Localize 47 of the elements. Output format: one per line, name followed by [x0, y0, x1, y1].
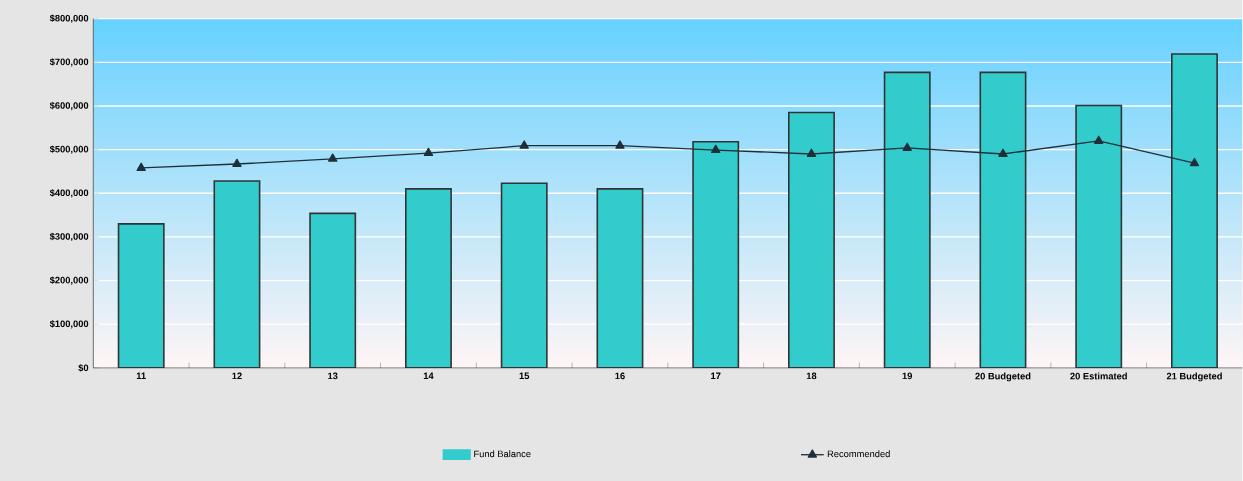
bar: [117, 222, 165, 368]
legend-label: Recommended: [827, 450, 890, 458]
point: [998, 148, 1008, 157]
y-tick-label: $600,000: [49, 101, 89, 111]
point: [423, 147, 434, 157]
bar: [692, 140, 740, 368]
point: [615, 140, 625, 149]
y-tick-label: $100,000: [49, 319, 89, 329]
bar: [1075, 104, 1123, 368]
y-tick-label: $400,000: [49, 189, 89, 198]
point: [136, 162, 146, 171]
y-tick-label: $800,000: [49, 14, 89, 23]
x-tick-label: 12: [232, 372, 242, 380]
point: [232, 158, 242, 167]
x-tick-label: 11: [136, 372, 146, 379]
y-tick-label: $300,000: [49, 232, 89, 242]
point: [902, 142, 912, 151]
x-tick-label: 16: [615, 372, 625, 380]
x-tick-label: 14: [423, 372, 434, 379]
x-tick-label: 20 Estimated: [1070, 372, 1127, 380]
x-tick-label: 13: [328, 372, 338, 380]
bar: [1171, 53, 1218, 368]
bar: [309, 212, 357, 368]
x-tick-label: 15: [519, 372, 530, 380]
x-tick-label: 21 Budgeted: [1166, 372, 1222, 382]
bar: [500, 182, 548, 368]
point: [327, 153, 338, 162]
point: [1094, 135, 1104, 144]
y-tick-label: $0: [78, 364, 89, 372]
y-tick-label: $700,000: [49, 58, 89, 67]
x-tick-label: 17: [711, 372, 721, 379]
point: [711, 144, 721, 153]
legend-label: Fund Balance: [474, 450, 531, 458]
y-tick-label: $500,000: [49, 145, 89, 154]
point: [519, 140, 529, 149]
bar: [213, 180, 261, 368]
x-tick-label: 18: [806, 372, 817, 380]
bar: [788, 111, 835, 368]
bar: [979, 71, 1027, 368]
bar: [883, 71, 931, 368]
x-tick-label: 20 Budgeted: [975, 372, 1031, 382]
x-tick-label: 19: [902, 372, 913, 380]
bar: [596, 188, 644, 368]
bar: [404, 188, 452, 368]
point: [1189, 157, 1200, 167]
point: [806, 148, 817, 157]
y-tick-label: $200,000: [49, 276, 89, 285]
